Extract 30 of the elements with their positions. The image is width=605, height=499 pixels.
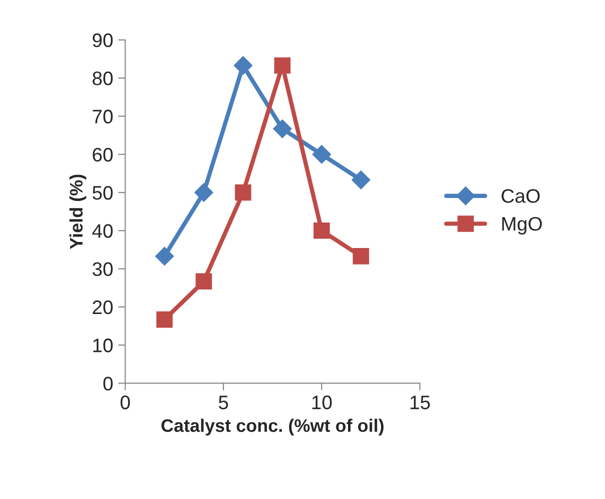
y-tick-label: 90 (92, 33, 113, 48)
y-tick-label: 50 (92, 186, 113, 200)
legend-label: MgO (502, 216, 542, 235)
x-tick-label: 10 (312, 396, 332, 410)
y-tick-label: 20 (92, 300, 113, 314)
x-axis-title: Catalyst conc. (%wt of oil) (161, 418, 384, 436)
y-tick-label: 0 (103, 376, 113, 390)
point (312, 145, 332, 164)
y-axis-title: Yield (%) (69, 174, 86, 250)
y-tick-label: 70 (92, 110, 113, 124)
point (352, 248, 370, 264)
point (314, 222, 330, 239)
point (155, 246, 174, 266)
point (156, 311, 173, 328)
point (352, 170, 370, 190)
point (194, 183, 214, 202)
x-tick-label: 0 (120, 396, 130, 410)
y-tick-label: 10 (93, 338, 113, 352)
y-tick-label: 30 (92, 262, 113, 276)
y-tick-label: 40 (92, 224, 113, 238)
x-tick-label: 15 (410, 396, 430, 410)
point (273, 119, 292, 138)
point (234, 56, 252, 75)
legend-label: CaO (502, 189, 540, 203)
point (234, 184, 252, 201)
y-tick-label: 80 (92, 72, 113, 86)
point (274, 57, 291, 74)
point (196, 273, 212, 290)
y-tick-label: 60 (92, 148, 113, 162)
x-tick-label: 5 (218, 396, 228, 410)
